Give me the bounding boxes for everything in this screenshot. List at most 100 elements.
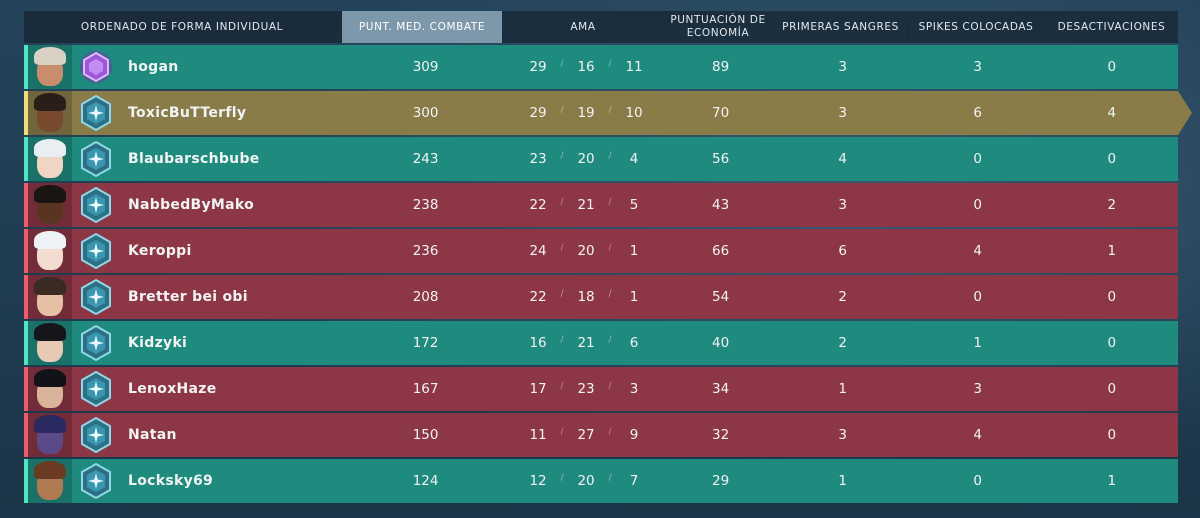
player-row[interactable]: Natan 150 11 / 27 / 9 32 3 4 0 — [24, 413, 1178, 457]
player-row[interactable]: Kidzyki 172 16 / 21 / 6 40 2 1 0 — [24, 321, 1178, 365]
player-defuses: 0 — [1107, 381, 1117, 397]
player-row[interactable]: hogan 309 29 / 16 / 11 89 3 3 0 — [24, 45, 1178, 89]
kills: 11 — [529, 427, 547, 443]
player-name[interactable]: LenoxHaze — [128, 381, 217, 397]
player-economy: 66 — [712, 243, 730, 259]
kills: 23 — [529, 151, 547, 167]
player-spikes-planted: 0 — [973, 197, 982, 213]
agent-portrait-icon — [28, 183, 72, 227]
player-first-bloods: 4 — [838, 151, 847, 167]
player-identity: Locksky69 — [24, 459, 345, 503]
kda-separator: / — [560, 289, 564, 299]
player-row[interactable]: Bretter bei obi 208 22 / 18 / 1 54 2 0 0 — [24, 275, 1178, 319]
assists: 4 — [629, 151, 639, 167]
player-row[interactable]: NabbedByMako 238 22 / 21 / 5 43 3 0 2 — [24, 183, 1178, 227]
deaths: 20 — [577, 151, 595, 167]
agent-portrait-icon — [28, 91, 72, 135]
assists: 3 — [629, 381, 639, 397]
header-economy[interactable]: PUNTUACIÓN DE ECONOMÍA — [664, 11, 774, 43]
player-name[interactable]: Kidzyki — [128, 335, 188, 351]
header-first-bloods[interactable]: PRIMERAS SANGRES — [774, 11, 909, 43]
deaths: 16 — [577, 59, 595, 75]
player-spikes-planted: 0 — [973, 289, 982, 305]
player-kda: 12 / 20 / 7 — [506, 473, 665, 489]
deaths: 20 — [577, 243, 595, 259]
deaths: 27 — [577, 427, 595, 443]
player-economy: 43 — [712, 197, 730, 213]
player-name[interactable]: Keroppi — [128, 243, 192, 259]
deaths: 21 — [577, 335, 595, 351]
assists: 10 — [625, 105, 643, 121]
player-first-bloods: 3 — [838, 197, 847, 213]
player-acs: 208 — [412, 289, 439, 305]
agent-portrait-icon — [28, 229, 72, 273]
player-row[interactable]: LenoxHaze 167 17 / 23 / 3 34 1 3 0 — [24, 367, 1178, 411]
deaths: 20 — [577, 473, 595, 489]
diamond-rank-icon — [76, 139, 116, 179]
kills: 29 — [529, 105, 547, 121]
player-name[interactable]: Bretter bei obi — [128, 289, 248, 305]
deaths: 21 — [577, 197, 595, 213]
player-row[interactable]: Locksky69 124 12 / 20 / 7 29 1 0 1 — [24, 459, 1178, 503]
player-name[interactable]: Blaubarschbube — [128, 151, 260, 167]
agent-portrait-icon — [28, 367, 72, 411]
agent-portrait-icon — [28, 413, 72, 457]
player-first-bloods: 1 — [838, 381, 847, 397]
player-row[interactable]: Blaubarschbube 243 23 / 20 / 4 56 4 0 0 — [24, 137, 1178, 181]
diamond-rank-icon — [76, 369, 116, 409]
deaths: 19 — [577, 105, 595, 121]
player-defuses: 0 — [1107, 59, 1117, 75]
assists: 9 — [629, 427, 639, 443]
agent-portrait-icon — [28, 321, 72, 365]
player-row[interactable]: Keroppi 236 24 / 20 / 1 66 6 4 1 — [24, 229, 1178, 273]
player-identity: ToxicBuTTerfly — [24, 91, 345, 135]
kda-separator: / — [608, 427, 612, 437]
player-name[interactable]: ToxicBuTTerfly — [128, 105, 247, 121]
player-acs: 150 — [412, 427, 439, 443]
player-spikes-planted: 0 — [973, 473, 982, 489]
scoreboard-header: ORDENADO DE FORMA INDIVIDUAL PUNT. MED. … — [24, 11, 1178, 43]
player-name[interactable]: hogan — [128, 59, 179, 75]
player-spikes-planted: 1 — [973, 335, 982, 351]
player-defuses: 0 — [1107, 289, 1117, 305]
player-economy: 70 — [712, 105, 730, 121]
sort-mode-label[interactable]: ORDENADO DE FORMA INDIVIDUAL — [24, 11, 342, 43]
kda-separator: / — [560, 473, 564, 483]
player-economy: 29 — [712, 473, 730, 489]
player-spikes-planted: 0 — [973, 151, 982, 167]
agent-portrait-icon — [28, 45, 72, 89]
header-kda[interactable]: AMA — [504, 11, 664, 43]
player-identity: hogan — [24, 45, 345, 89]
player-name[interactable]: NabbedByMako — [128, 197, 255, 213]
player-acs: 238 — [412, 197, 439, 213]
player-defuses: 0 — [1107, 335, 1117, 351]
deaths: 18 — [577, 289, 595, 305]
header-acs[interactable]: PUNT. MED. COMBATE — [342, 11, 504, 43]
kills: 22 — [529, 197, 547, 213]
player-spikes-planted: 3 — [973, 59, 982, 75]
player-name[interactable]: Natan — [128, 427, 177, 443]
player-name[interactable]: Locksky69 — [128, 473, 214, 489]
player-first-bloods: 1 — [838, 473, 847, 489]
player-defuses: 1 — [1107, 473, 1117, 489]
player-identity: LenoxHaze — [24, 367, 345, 411]
kda-separator: / — [608, 59, 612, 69]
player-acs: 167 — [412, 381, 439, 397]
header-defuses[interactable]: DESACTIVACIONES — [1045, 11, 1178, 43]
kda-separator: / — [608, 151, 612, 161]
kda-separator: / — [560, 427, 564, 437]
header-spikes-planted[interactable]: SPIKES COLOCADAS — [909, 11, 1045, 43]
agent-portrait-icon — [28, 137, 72, 181]
player-first-bloods: 6 — [838, 243, 847, 259]
player-spikes-planted: 4 — [973, 427, 982, 443]
team-stripe — [24, 91, 28, 135]
player-kda: 29 / 19 / 10 — [506, 105, 665, 121]
deaths: 23 — [577, 381, 595, 397]
team-stripe — [24, 183, 28, 227]
assists: 1 — [629, 243, 639, 259]
team-stripe — [24, 413, 28, 457]
player-kda: 24 / 20 / 1 — [506, 243, 665, 259]
player-row[interactable]: ToxicBuTTerfly 300 29 / 19 / 10 70 3 6 4 — [24, 91, 1192, 135]
kda-separator: / — [560, 381, 564, 391]
player-acs: 309 — [412, 59, 439, 75]
